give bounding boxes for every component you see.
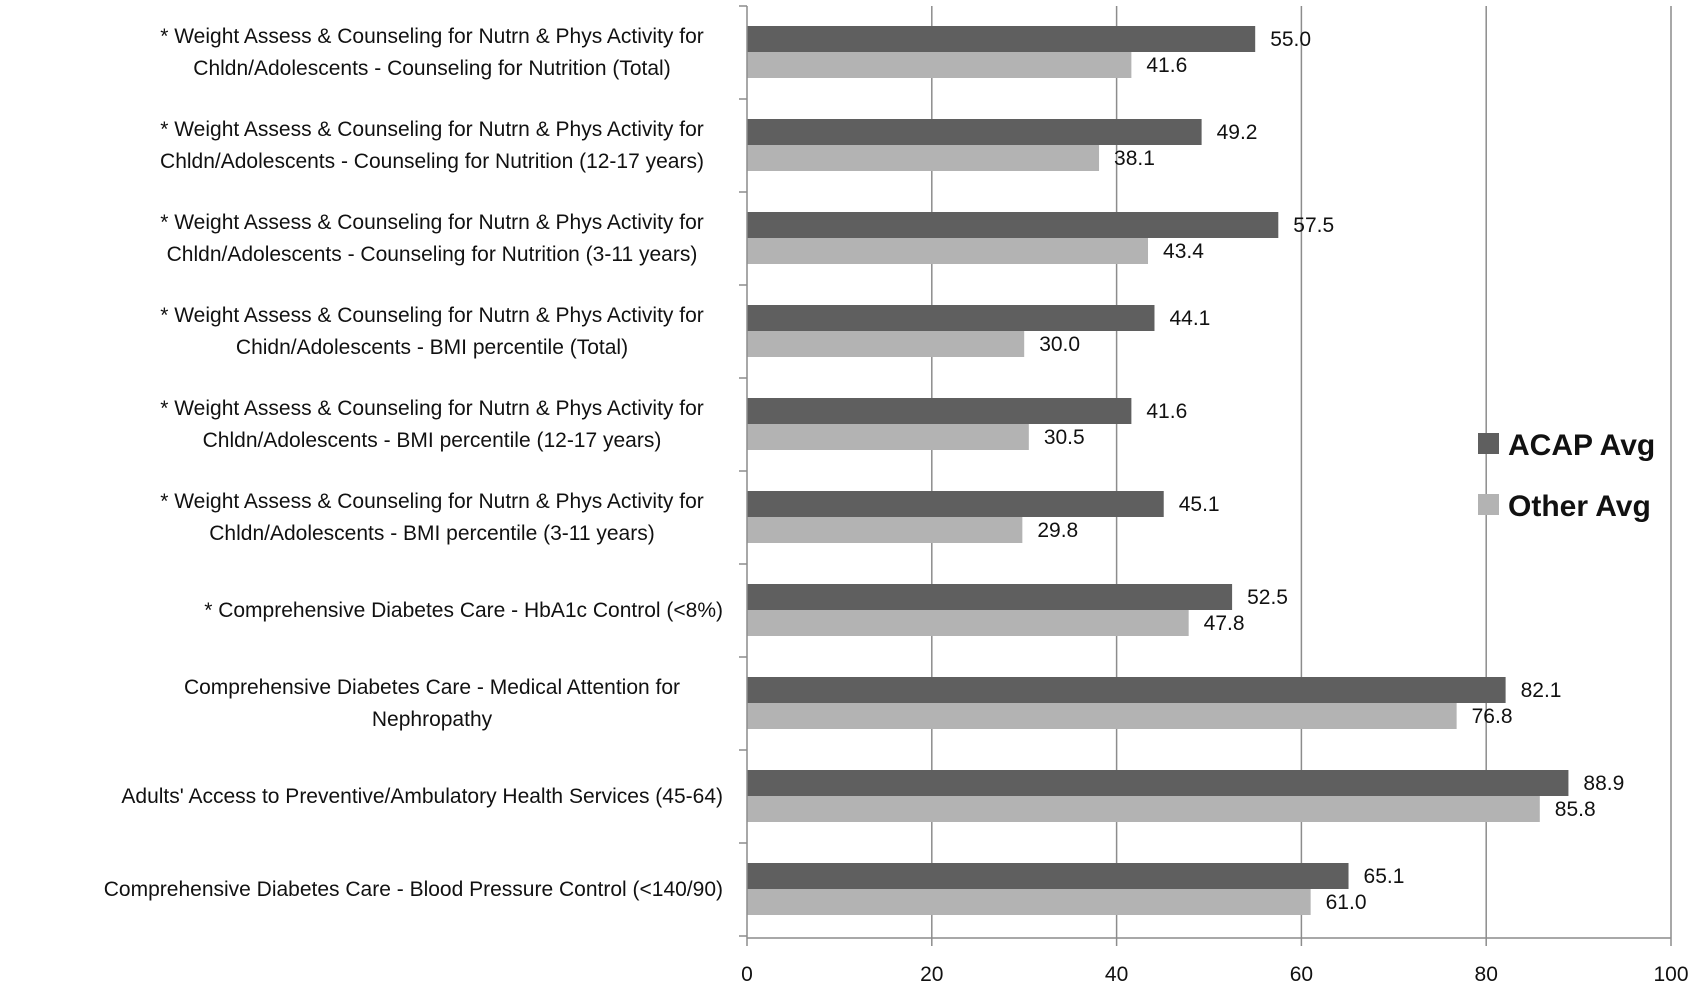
bar-other	[747, 424, 1029, 450]
bars	[747, 26, 1569, 915]
data-label: 41.6	[1146, 54, 1187, 77]
data-label: 30.0	[1039, 333, 1080, 356]
bar-acap	[747, 398, 1132, 424]
bar-acap	[747, 863, 1349, 889]
data-label: 47.8	[1204, 612, 1245, 635]
axes	[739, 5, 1672, 946]
bar-acap	[747, 491, 1164, 517]
data-label: 43.4	[1163, 240, 1204, 263]
category-label: Comprehensive Diabetes Care - Medical At…	[184, 676, 680, 731]
category-label: * Weight Assess & Counseling for Nutrn &…	[160, 118, 704, 173]
bar-other	[747, 703, 1457, 729]
data-label: 30.5	[1044, 426, 1085, 449]
value-labels: 55.0 41.6 49.2 38.1 57.5 43.4 44.1 30.0 41.6 30.5…	[1037, 28, 1624, 914]
data-label: 85.8	[1555, 798, 1596, 821]
x-tick-label: 20	[920, 963, 943, 986]
data-label: 57.5	[1293, 214, 1334, 237]
bar-other	[747, 517, 1023, 543]
bar-acap	[747, 305, 1155, 331]
bar-acap	[747, 26, 1256, 52]
data-label: 52.5	[1247, 586, 1288, 609]
bar-other	[747, 145, 1100, 171]
bar-acap	[747, 212, 1279, 238]
data-label: 45.1	[1179, 493, 1220, 516]
data-label: 41.6	[1146, 400, 1187, 423]
bar-other	[747, 796, 1540, 822]
bar-acap	[747, 770, 1569, 796]
data-label: 76.8	[1472, 705, 1513, 728]
bar-other	[747, 889, 1311, 915]
data-label: 82.1	[1521, 679, 1562, 702]
category-label: * Weight Assess & Counseling for Nutrn &…	[160, 304, 704, 359]
x-tick-label: 40	[1105, 963, 1128, 986]
bar-other	[747, 238, 1149, 264]
bar-acap	[747, 119, 1202, 145]
bar-acap	[747, 677, 1506, 703]
data-label: 29.8	[1037, 519, 1078, 542]
legend-swatch-other	[1478, 494, 1499, 515]
data-label: 44.1	[1169, 307, 1210, 330]
data-label: 65.1	[1364, 865, 1405, 888]
category-label: * Weight Assess & Counseling for Nutrn &…	[160, 211, 704, 266]
data-label: 88.9	[1583, 772, 1624, 795]
data-label: 38.1	[1114, 147, 1155, 170]
legend-label-acap: ACAP Avg	[1508, 429, 1655, 462]
category-labels: * Weight Assess & Counseling for Nutrn &…	[104, 25, 723, 901]
category-label: * Comprehensive Diabetes Care - HbA1c Co…	[204, 599, 723, 622]
bar-acap	[747, 584, 1233, 610]
data-label: 49.2	[1217, 121, 1258, 144]
data-label: 61.0	[1326, 891, 1367, 914]
bar-other	[747, 331, 1025, 357]
category-label: Adults' Access to Preventive/Ambulatory …	[121, 785, 723, 808]
x-tick-labels: 0 20 40 60 80 100	[741, 963, 1688, 986]
category-label: * Weight Assess & Counseling for Nutrn &…	[160, 397, 704, 452]
data-label: 55.0	[1270, 28, 1311, 51]
x-tick-label: 80	[1475, 963, 1498, 986]
category-label: * Weight Assess & Counseling for Nutrn &…	[160, 490, 704, 545]
category-label: Comprehensive Diabetes Care - Blood Pres…	[104, 878, 723, 901]
bar-other	[747, 52, 1132, 78]
legend-label-other: Other Avg	[1508, 490, 1651, 523]
x-tick-label: 100	[1653, 963, 1688, 986]
bar-other	[747, 610, 1189, 636]
category-label: * Weight Assess & Counseling for Nutrn &…	[160, 25, 704, 80]
x-tick-label: 0	[741, 963, 753, 986]
x-tick-label: 60	[1290, 963, 1313, 986]
legend: ACAP Avg Other Avg	[1478, 429, 1655, 523]
legend-swatch-acap	[1478, 433, 1499, 454]
